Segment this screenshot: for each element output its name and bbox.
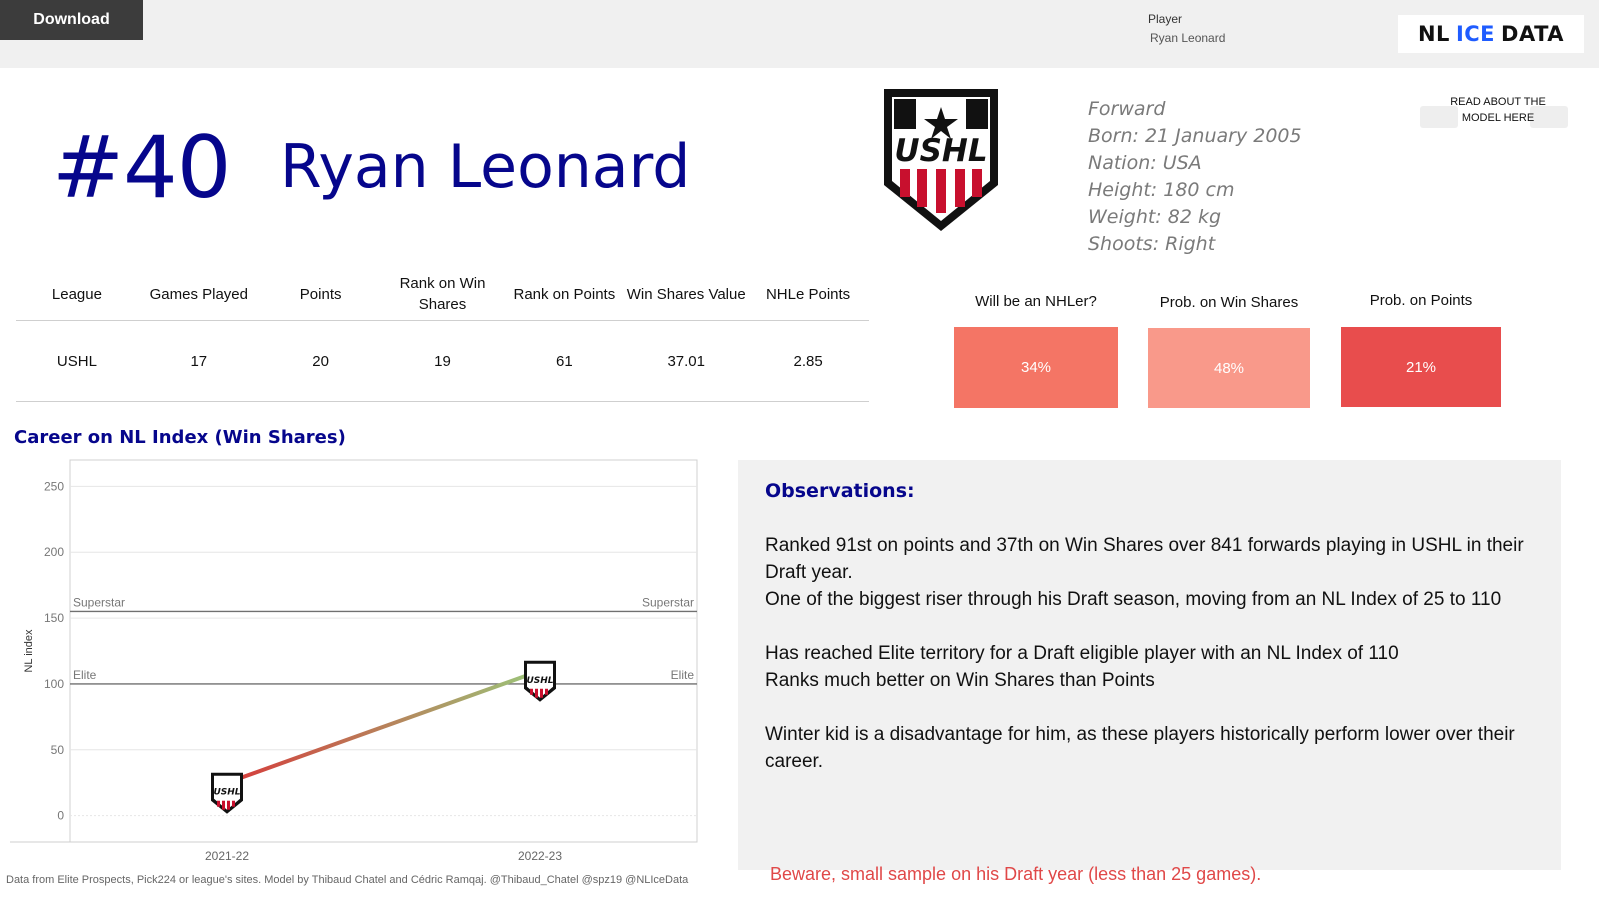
prob-box[interactable]: 48% xyxy=(1148,328,1310,408)
stats-cell: 19 xyxy=(434,352,451,370)
observation-text: Ranked 91st on points and 37th on Win Sh… xyxy=(765,535,1524,583)
player-filter-value[interactable]: Ryan Leonard xyxy=(1150,31,1226,45)
spacer xyxy=(765,694,1534,721)
stats-cell: 2.85 xyxy=(793,352,823,370)
stats-cell: 17 xyxy=(190,352,208,370)
player-filter-label: Player xyxy=(1148,12,1183,26)
read-model-panel: READ ABOUT THE MODEL HERE xyxy=(1418,74,1578,162)
bio-shoots: Shoots: Right xyxy=(1088,233,1216,255)
prob-points: Prob. on Points 21% xyxy=(1341,292,1501,407)
bio-nation: Nation: USA xyxy=(1088,152,1202,174)
observation-text: Winter kid is a disadvantage for him, as… xyxy=(765,724,1515,772)
y-tick-label: 250 xyxy=(44,479,64,493)
nl-index-chart: 0 50 100 150 200 250 NL index Superstar Supersta… xyxy=(10,459,698,863)
player-bio: Forward Born: 21 January 2005 Nation: US… xyxy=(1088,96,1302,258)
brand-ice: ICE xyxy=(1455,22,1496,46)
stats-cell: USHL xyxy=(56,352,97,370)
y-tick-label: 100 xyxy=(44,677,64,691)
reference-label: Superstar xyxy=(73,595,125,609)
ghost-control xyxy=(1530,106,1568,128)
jersey-number: #40 xyxy=(52,118,231,218)
observation-text: Ranks much better on Win Shares than Poi… xyxy=(765,670,1155,691)
y-tick-label: 150 xyxy=(44,611,64,625)
stats-header-cell: NHLe Points xyxy=(765,285,851,303)
prob-title: Prob. on Win Shares xyxy=(1159,294,1299,311)
prob-box[interactable]: 34% xyxy=(954,327,1118,408)
data-point-marker[interactable]: USHL xyxy=(524,660,556,702)
brand-logo: NL ICE DATA xyxy=(1398,15,1584,53)
bio-born: Born: 21 January 2005 xyxy=(1088,125,1302,147)
stats-header-cell: Games Played xyxy=(149,285,248,303)
stats-header-cell: League xyxy=(51,285,102,303)
brand-nl: NL xyxy=(1417,22,1450,46)
warning-text: Beware, small sample on his Draft year (… xyxy=(770,864,1262,884)
read-model-link[interactable]: READ ABOUT THE MODEL HERE xyxy=(1450,96,1546,124)
table-row: USHL 17 20 19 61 37.01 2.85 xyxy=(16,321,869,401)
y-tick-label: 50 xyxy=(51,743,65,757)
spacer xyxy=(765,613,1534,640)
download-button[interactable]: Download xyxy=(0,0,143,40)
prob-nhler: Will be an NHLer? 34% xyxy=(954,293,1118,408)
brand-data: DATA xyxy=(1501,22,1565,46)
ghost-control xyxy=(1420,106,1458,128)
marker-label: USHL xyxy=(213,788,240,798)
chart-title: Career on NL Index (Win Shares) xyxy=(14,427,346,448)
divider xyxy=(16,320,869,321)
x-tick-label: 2021-22 xyxy=(205,849,249,863)
stats-table: League Games Played Points Rank on Win S… xyxy=(16,268,869,402)
stats-header-cell: Win Shares Value xyxy=(626,285,746,303)
observation-text: Has reached Elite territory for a Draft … xyxy=(765,643,1399,664)
series-line xyxy=(225,668,542,785)
player-name: Ryan Leonard xyxy=(280,132,691,202)
reference-label: Superstar xyxy=(642,595,694,609)
stats-header-cell: Rank on Points xyxy=(513,285,616,303)
y-tick-label: 0 xyxy=(57,809,64,823)
stats-header-row: League Games Played Points Rank on Win S… xyxy=(16,268,869,320)
player-filter[interactable]: Player Ryan Leonard xyxy=(1148,12,1225,45)
y-tick-label: 200 xyxy=(44,545,64,559)
marker-label: USHL xyxy=(526,676,553,686)
stats-header-cell: Points xyxy=(299,285,342,303)
stats-cell: 20 xyxy=(312,352,329,370)
ushl-logo-text: USHL xyxy=(894,133,987,169)
observations-heading: Observations: xyxy=(765,480,915,502)
y-axis-label: NL index xyxy=(23,629,35,673)
ushl-logo-icon: USHL xyxy=(884,89,998,231)
top-bar: Download Player Ryan Leonard NL ICE DATA xyxy=(0,0,1599,68)
reference-label: Elite xyxy=(671,668,695,682)
prob-title: Prob. on Points xyxy=(1369,292,1473,309)
stats-cell: 61 xyxy=(556,352,573,370)
prob-win-shares: Prob. on Win Shares 48% xyxy=(1148,294,1310,408)
stats-header-cell: Rank on Win Shares xyxy=(399,275,486,313)
bio-position: Forward xyxy=(1088,98,1166,120)
x-tick-label: 2022-23 xyxy=(518,849,562,863)
reference-label: Elite xyxy=(73,668,97,682)
bio-weight: Weight: 82 kg xyxy=(1088,206,1222,228)
data-point-marker[interactable]: USHL xyxy=(211,772,243,814)
footnote: Data from Elite Prospects, Pick224 or le… xyxy=(6,874,689,886)
observations-panel: Observations: Ranked 91st on points and … xyxy=(738,460,1561,870)
bio-height: Height: 180 cm xyxy=(1088,179,1235,201)
chart-plot-area xyxy=(69,459,698,843)
observation-text: One of the biggest riser through his Dra… xyxy=(765,589,1502,610)
prob-box[interactable]: 21% xyxy=(1341,327,1501,407)
prob-title: Will be an NHLer? xyxy=(975,293,1097,310)
stats-cell: 37.01 xyxy=(667,352,705,370)
divider xyxy=(16,401,869,402)
